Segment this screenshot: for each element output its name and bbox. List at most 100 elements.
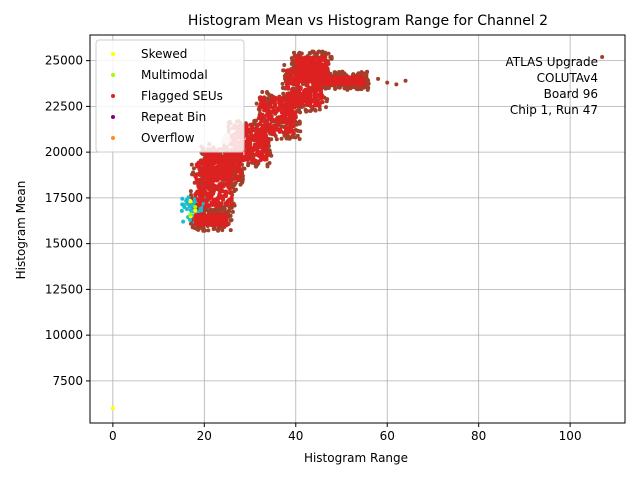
data-point	[281, 91, 286, 96]
data-point	[218, 184, 223, 189]
data-point	[298, 87, 303, 92]
data-point	[252, 142, 257, 147]
data-point	[324, 99, 329, 104]
data-point	[205, 154, 210, 159]
data-point	[263, 131, 268, 136]
data-point	[293, 67, 298, 72]
data-point	[246, 163, 251, 168]
data-point	[258, 157, 263, 162]
data-point	[203, 221, 208, 226]
data-point	[291, 103, 296, 108]
data-point	[361, 71, 366, 76]
data-point	[266, 114, 271, 119]
data-point	[295, 133, 300, 138]
data-point	[210, 170, 215, 175]
legend-box	[95, 39, 245, 153]
data-point	[326, 51, 331, 56]
data-point	[331, 82, 336, 87]
data-point	[253, 152, 258, 157]
data-point	[186, 195, 191, 200]
data-point	[240, 158, 245, 163]
data-point	[198, 194, 203, 199]
data-point	[301, 57, 306, 62]
data-point	[287, 77, 292, 82]
data-point	[268, 104, 273, 109]
data-point	[276, 97, 281, 102]
data-point	[314, 53, 319, 58]
data-point	[195, 216, 200, 221]
data-point	[206, 170, 211, 175]
y-tick-label: 15000	[45, 237, 83, 251]
legend-marker	[111, 115, 115, 119]
data-point	[220, 156, 225, 161]
x-tick-label: 80	[471, 429, 486, 443]
x-axis-label: Histogram Range	[304, 451, 408, 465]
data-point	[195, 172, 200, 177]
data-point	[305, 93, 310, 98]
data-point	[263, 102, 268, 107]
data-point	[300, 67, 305, 72]
data-point	[276, 118, 281, 123]
data-point	[195, 178, 200, 183]
data-point	[225, 170, 230, 175]
data-point	[305, 80, 310, 85]
y-tick-label: 20000	[45, 145, 83, 159]
data-point	[208, 153, 213, 158]
chart-title: Histogram Mean vs Histogram Range for Ch…	[188, 13, 548, 29]
data-point	[213, 209, 218, 214]
data-point	[226, 160, 231, 165]
data-point	[230, 159, 235, 164]
data-point	[322, 62, 327, 67]
data-point	[284, 81, 289, 86]
data-point	[308, 109, 313, 114]
plot-area	[110, 49, 605, 411]
data-point	[251, 134, 256, 139]
data-point	[259, 138, 264, 143]
data-point	[364, 78, 369, 83]
data-point	[206, 187, 211, 192]
data-point	[264, 122, 269, 127]
data-point	[197, 220, 202, 225]
y-tick-label: 22500	[45, 99, 83, 113]
data-point	[358, 78, 363, 83]
data-point	[217, 213, 222, 218]
data-point	[289, 87, 294, 92]
data-point	[189, 162, 194, 167]
data-point	[203, 190, 208, 195]
data-point	[285, 104, 290, 109]
data-point	[296, 95, 301, 100]
data-point	[318, 55, 323, 60]
y-tick-label: 12500	[45, 282, 83, 296]
data-point	[337, 70, 342, 75]
data-point	[316, 49, 321, 54]
data-point	[212, 176, 217, 181]
data-point	[291, 64, 296, 69]
data-point	[264, 152, 269, 157]
data-point	[310, 99, 315, 104]
data-point	[211, 166, 216, 171]
data-point	[338, 75, 343, 80]
data-point	[214, 152, 219, 157]
data-point	[291, 112, 296, 117]
data-point	[245, 136, 250, 141]
data-point	[286, 95, 291, 100]
data-point	[272, 109, 277, 114]
data-point	[283, 129, 288, 134]
data-point	[205, 208, 210, 213]
data-point	[298, 129, 303, 134]
legend: Skewed Multimodal Flagged SEUs Repeat Bin Ov…	[95, 39, 245, 153]
legend-marker	[111, 136, 115, 140]
data-point	[394, 82, 399, 87]
data-point	[294, 122, 299, 127]
data-point	[258, 121, 263, 126]
data-point	[285, 112, 290, 117]
data-point	[220, 213, 225, 218]
data-point	[376, 76, 381, 81]
data-point	[238, 182, 243, 187]
data-point	[202, 157, 207, 162]
data-point	[198, 212, 203, 217]
data-point	[281, 68, 286, 73]
data-point	[265, 91, 270, 96]
data-point	[215, 203, 220, 208]
